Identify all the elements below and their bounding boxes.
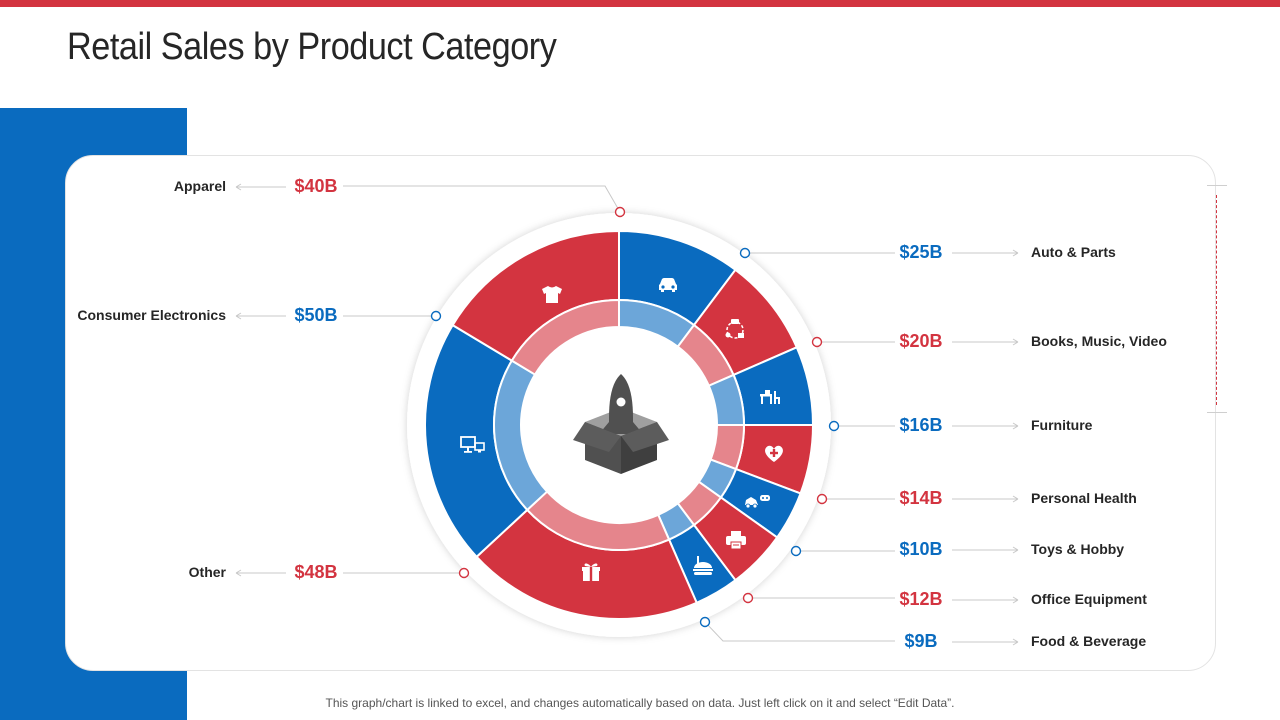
value-label-consumer-electronics: $50B [294,305,337,325]
value-label-furniture: $16B [899,415,942,435]
arrow-head-books-music-video [1012,338,1019,346]
leader-dot-toys-hobby [790,545,802,557]
value-label-apparel: $40B [294,176,337,196]
car-icon [659,278,677,292]
gift-icon [582,563,600,581]
arrow-head-personal-health [1012,495,1019,503]
leader-line-food-beverage [704,621,895,642]
leader-dot-furniture [828,420,840,432]
value-label-books-music-video: $20B [899,331,942,351]
printer-icon [726,531,746,550]
decorative-bracket [1207,185,1227,413]
arrow-head-auto-parts [1012,249,1019,257]
category-label-books-music-video: Books, Music, Video [1031,333,1167,349]
leader-dot-books-music-video [811,336,823,348]
value-label-food-beverage: $9B [904,631,937,651]
footnote: This graph/chart is linked to excel, and… [325,696,955,710]
arrow-head-office-equipment [1012,596,1019,604]
arrow-head-consumer-electronics [235,312,242,320]
page-title: Retail Sales by Product Category [67,26,557,68]
arrow-head-apparel [235,183,242,191]
category-label-apparel: Apparel [174,178,226,194]
leader-dot-personal-health [816,493,828,505]
value-label-office-equipment: $12B [899,589,942,609]
category-label-toys-hobby: Toys & Hobby [1031,541,1124,557]
arrow-head-toys-hobby [1012,546,1019,554]
leader-dot-consumer-electronics [430,310,442,322]
shirt-icon [542,286,562,303]
leader-dot-other [458,567,470,579]
category-label-personal-health: Personal Health [1031,490,1137,506]
top-accent-bar [0,0,1280,7]
label-group: $25B Auto & Parts $20B Books, Music, Video $… [77,176,1167,651]
leader-dot-apparel [614,206,626,218]
value-label-other: $48B [294,562,337,582]
toys-icon [745,495,770,509]
value-label-toys-hobby: $10B [899,539,942,559]
category-label-food-beverage: Food & Beverage [1031,633,1146,649]
category-label-auto-parts: Auto & Parts [1031,244,1116,260]
arrow-head-furniture [1012,422,1019,430]
furniture-icon [760,390,780,404]
health-icon [765,445,783,462]
value-label-auto-parts: $25B [899,242,942,262]
leader-line-apparel [343,185,621,213]
category-label-furniture: Furniture [1031,417,1093,433]
arrow-head-food-beverage [1012,638,1019,646]
leader-dot-food-beverage [699,616,711,628]
food-icon [693,556,713,575]
rocket-box-icon [573,374,669,474]
inner-ring [493,298,746,551]
leader-dot-auto-parts [739,247,751,259]
arrow-head-other [235,569,242,577]
category-label-other: Other [189,564,227,580]
category-label-office-equipment: Office Equipment [1031,591,1147,607]
computer-icon [460,436,485,453]
value-label-personal-health: $14B [899,488,942,508]
category-label-consumer-electronics: Consumer Electronics [77,307,226,323]
leader-dot-office-equipment [742,592,754,604]
icon-group [460,278,783,581]
media-icon [725,319,744,339]
